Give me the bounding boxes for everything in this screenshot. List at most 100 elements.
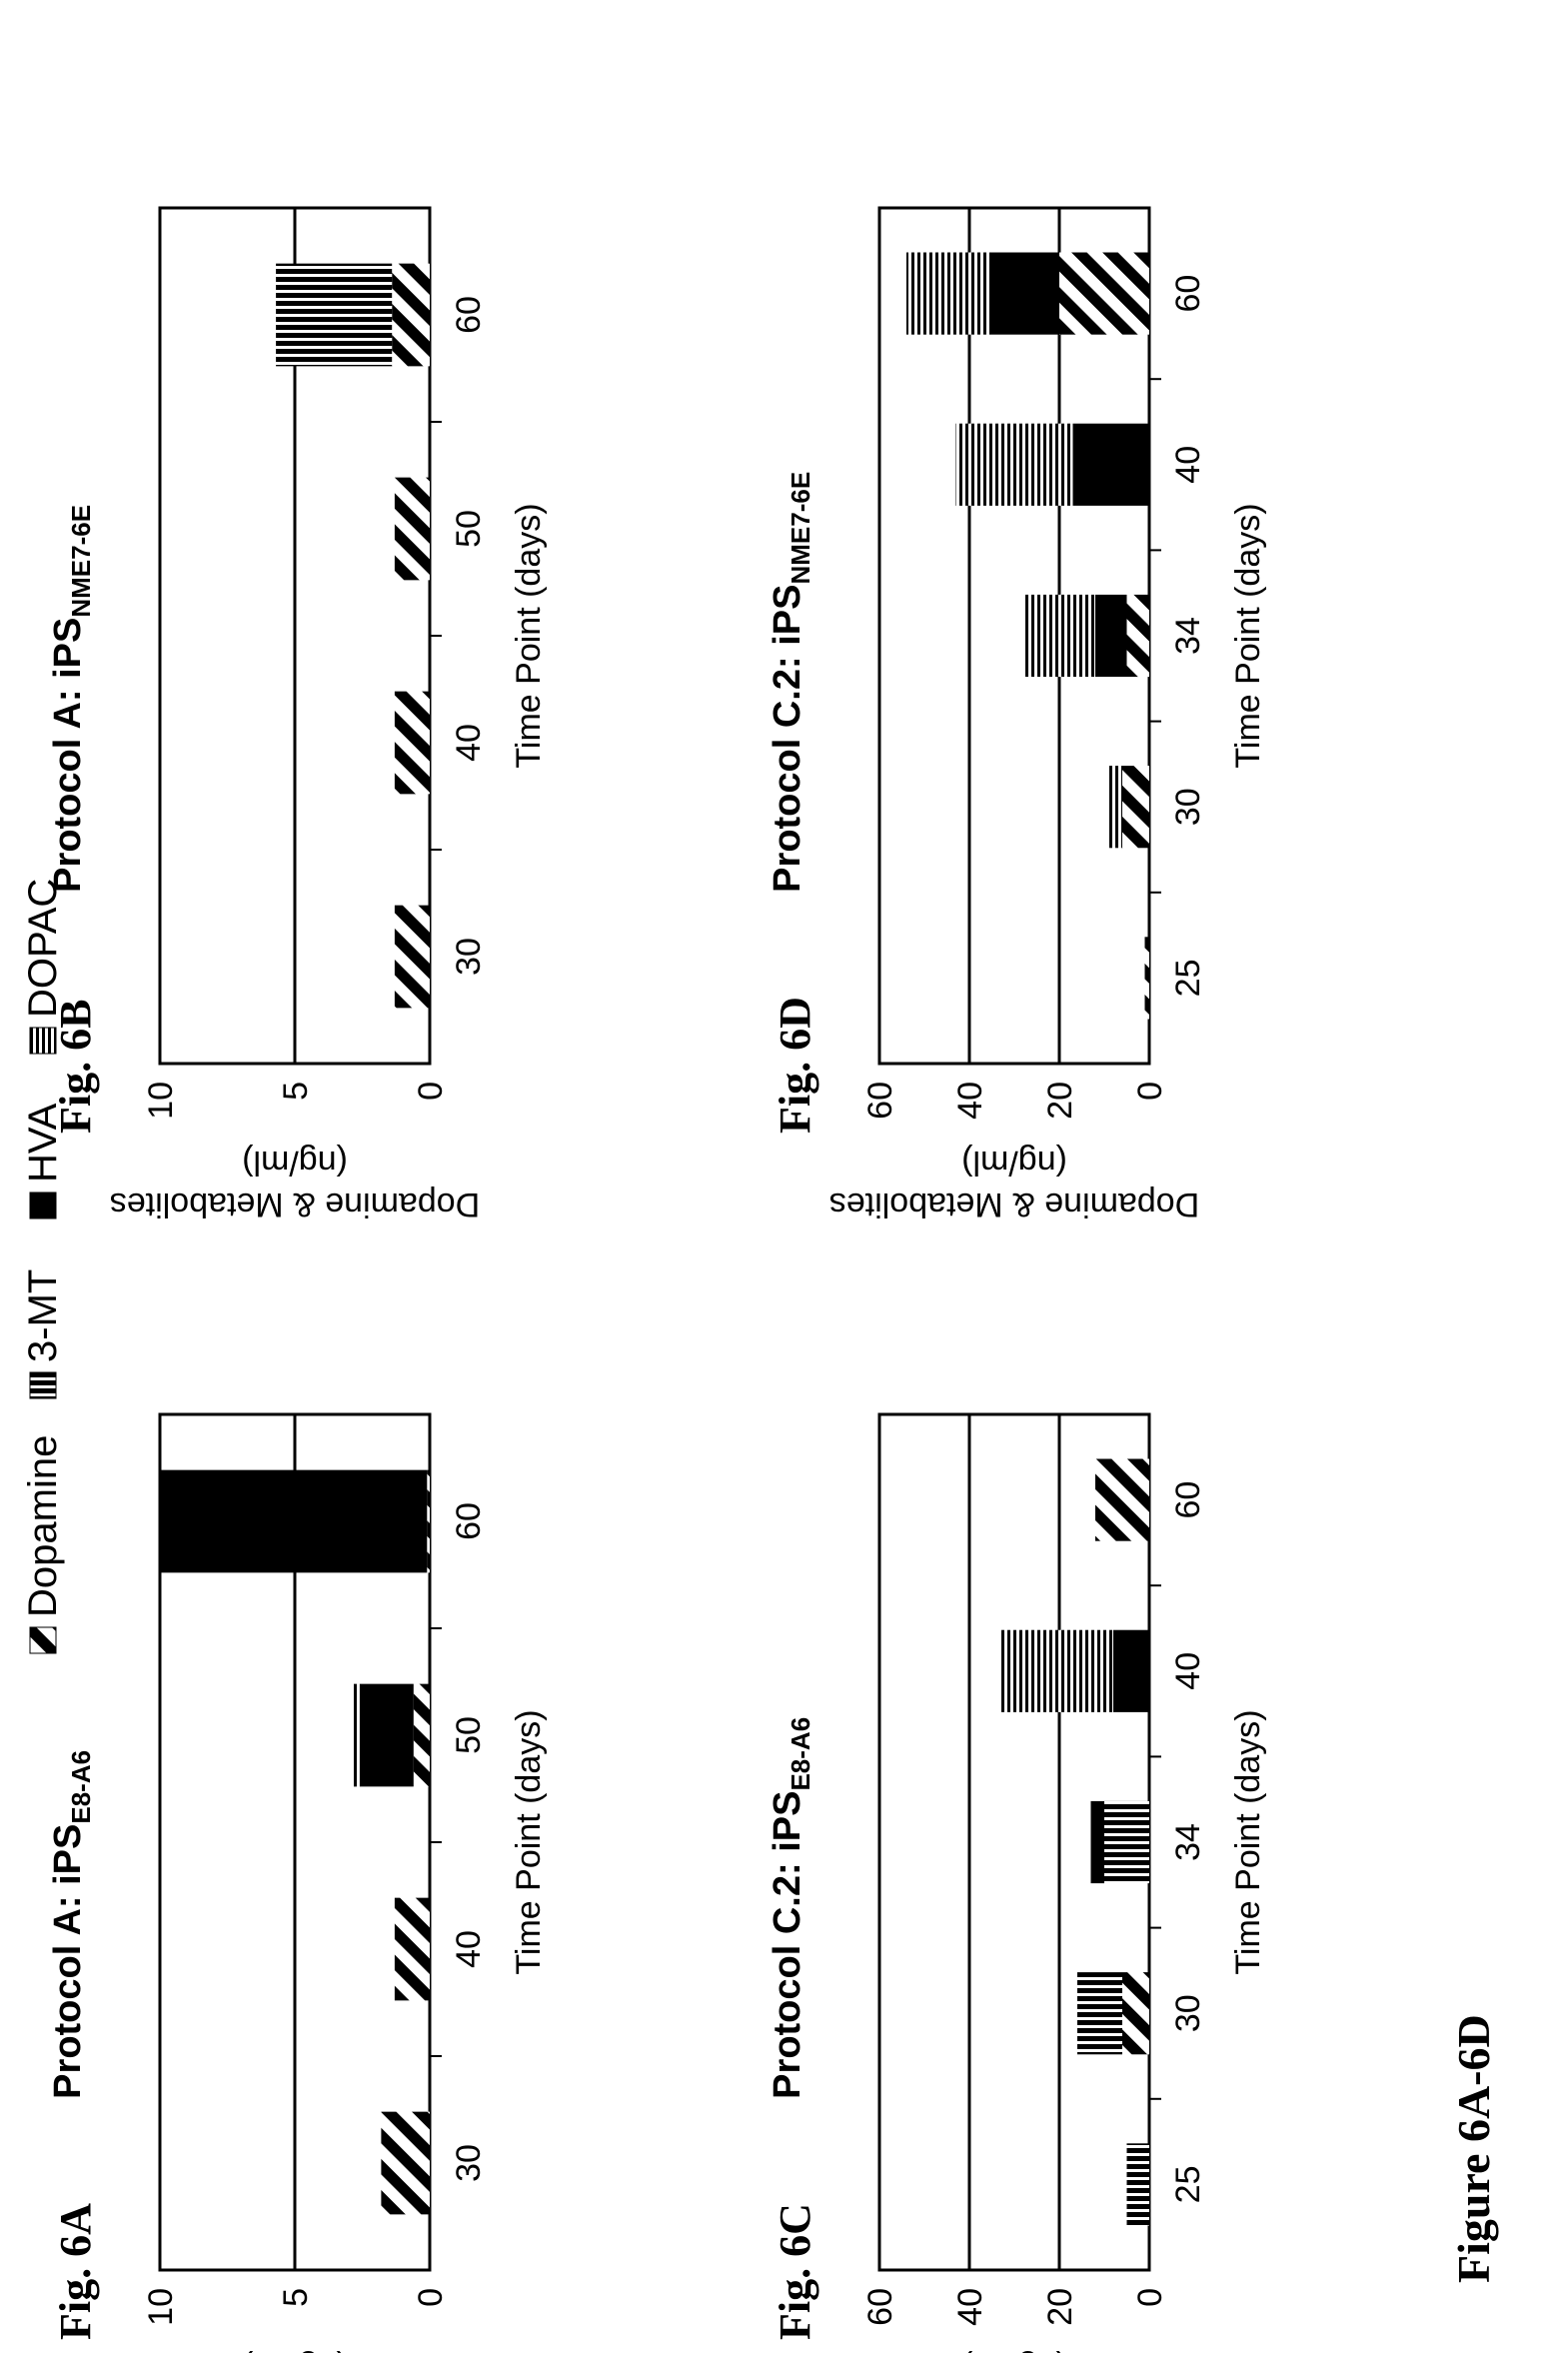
x-tick-label: 60 [450,296,488,334]
chart-title-main: Protocol C.2: iPS [767,585,808,893]
panel-label: Fig. 6C [771,2203,819,2340]
chart-title: Protocol A: iPSE8-A6 [47,1750,96,2099]
chart-title-subscript: NME7-6E [66,505,96,618]
legend-item-dopamine: Dopamine [21,1435,65,1654]
legend-item-dopac: DOPAC [21,879,65,1055]
y-tick-label: 0 [1131,1082,1169,1101]
legend: Dopamine 3-MT HVA DOPAC [21,879,65,1654]
legend-swatch [29,1191,57,1219]
chart-title-subscript: E8-A6 [66,1750,96,1824]
x-tick-label: 60 [450,1502,488,1540]
bar-dopamine-60 [1095,1458,1149,1541]
legend-label: Dopamine [21,1435,65,1617]
y-axis-label: Dopamine & Metabolites [829,1185,1199,1223]
bar-dopamine-40 [394,691,430,795]
legend-label: 3-MT [21,1269,65,1362]
y-tick-label: 40 [951,1082,989,1120]
chart-title-main: Protocol A: iPS [47,618,89,893]
legend-swatch [29,1626,57,1654]
chart-title-main: Protocol C.2: iPS [767,1791,808,2099]
x-axis-label: Time Point (days) [1229,503,1267,768]
chart-title-subscript: NME7-6E [785,472,815,585]
x-axis-label: Time Point (days) [1229,1709,1267,1974]
y-tick-label: 20 [1041,2288,1079,2326]
bar-dopamine-30 [381,2111,430,2215]
bar-dopamine-30 [1122,1972,1149,2055]
x-tick-label: 30 [450,2144,488,2182]
y-tick-label: 5 [277,2288,315,2307]
chart-title-subscript: E8-A6 [785,1717,815,1791]
bar-dopamine-25 [1144,937,1149,1020]
bar-3-mt-25 [1126,2143,1149,2226]
y-axis-unit: (ng/ml) [961,2350,1067,2353]
chart-title: Protocol C.2: iPSE8-A6 [767,1717,815,2099]
chart-panel-fig-6b: Fig. 6B Protocol A: iPSNME7-6E 0 5 10 Dopamin… [47,206,548,1223]
y-axis-unit: (ng/ml) [961,1144,1067,1181]
x-tick-label: 60 [1169,275,1207,313]
bar-dopac-34 [1023,594,1095,678]
legend-item-hva: HVA [21,1103,65,1219]
legend-label: DOPAC [21,879,65,1018]
x-tick-label: 30 [450,938,488,976]
bar-3-mt-34 [1104,1800,1149,1884]
bar-3-mt-60 [276,263,393,367]
x-tick-label: 30 [1169,788,1207,826]
bar-hva-34 [1090,1800,1104,1884]
x-tick-label: 25 [1169,2165,1207,2203]
x-tick-label: 34 [1169,1823,1207,1861]
x-tick-label: 40 [450,1930,488,1968]
legend-swatch [29,1027,57,1055]
bar-hva-34 [1095,594,1127,678]
bar-dopamine-30 [1122,766,1149,849]
x-tick-label: 50 [450,1716,488,1754]
bar-dopamine-40 [394,1897,430,2001]
bar-dopamine-60 [427,1469,430,1573]
x-tick-label: 40 [1169,446,1207,484]
x-axis-label: Time Point (days) [510,1709,548,1974]
y-tick-label: 20 [1041,1082,1079,1120]
bar-dopamine-34 [1126,594,1149,678]
y-tick-label: 60 [861,1082,899,1120]
figure-caption: Figure 6A-6D [1448,2014,1499,2283]
bar-dopac-30 [1108,766,1122,849]
y-tick-label: 10 [142,2288,180,2326]
x-tick-label: 25 [1169,959,1207,997]
bar-dopamine-30 [394,905,430,1009]
y-axis-label: Dopamine & Metabolites [110,1185,480,1223]
y-tick-label: 60 [861,2288,899,2326]
y-tick-label: 10 [142,1082,180,1120]
y-axis-unit: (ng/ml) [242,2350,348,2353]
y-tick-label: 0 [1131,2288,1169,2307]
panel-label: Fig. 6D [771,997,819,1134]
panel-label: Fig. 6B [51,1000,100,1134]
x-tick-label: 40 [1169,1652,1207,1690]
chart-title: Protocol A: iPSNME7-6E [47,505,96,893]
legend-label: HVA [21,1103,65,1182]
bar-dopamine-60 [392,263,431,367]
bar-dopamine-50 [413,1683,430,1787]
chart-title: Protocol C.2: iPSNME7-6E [767,472,815,893]
bar-hva-60 [160,1469,428,1573]
chart-panel-fig-6d: Fig. 6D Protocol C.2: iPSNME7-6E 0 20 40 60 Do… [767,206,1267,1223]
bar-hva-60 [991,252,1059,335]
bar-dopamine-50 [394,477,430,581]
x-tick-label: 34 [1169,617,1207,655]
y-tick-label: 5 [277,1082,315,1101]
bar-dopamine-60 [1059,252,1149,335]
y-axis-unit: (ng/ml) [242,1144,348,1181]
bar-dopac-40 [1000,1629,1113,1712]
bar-dopac-60 [906,252,992,335]
panel-label: Fig. 6A [51,2203,100,2340]
x-tick-label: 40 [450,724,488,762]
bar-hva-50 [359,1683,414,1787]
y-tick-label: 0 [412,2288,450,2307]
bar-hva-40 [1113,1629,1149,1712]
x-axis-label: Time Point (days) [510,503,548,768]
bar-hva-40 [1072,423,1149,506]
y-tick-label: 0 [412,1082,450,1101]
x-tick-label: 50 [450,510,488,548]
bar-3-mt-30 [1077,1972,1122,2055]
